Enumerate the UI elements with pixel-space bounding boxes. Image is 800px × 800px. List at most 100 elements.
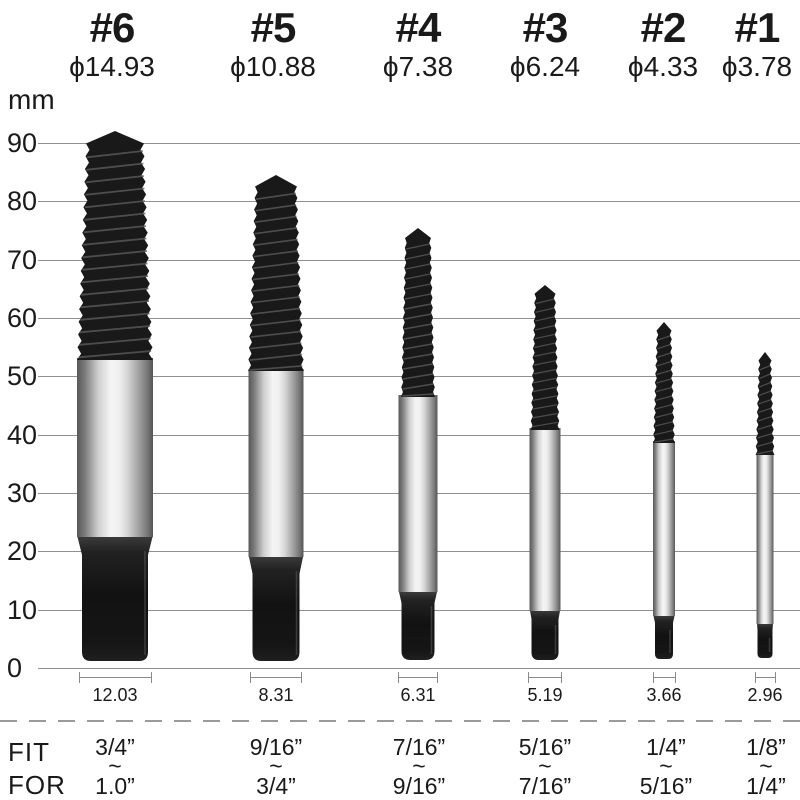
thread-ridge-highlight [254, 238, 298, 246]
fit-to-value: 1/4” [746, 773, 786, 799]
thread-ridge-highlight [534, 351, 556, 357]
thread-ridge-highlight [403, 353, 433, 360]
thread-ridge-highlight [82, 250, 148, 259]
thread-ridge-highlight [758, 407, 772, 413]
thread-ridge-highlight [532, 404, 558, 410]
fit-to-value: 7/16” [518, 773, 572, 799]
thread-ridge-highlight [403, 343, 433, 350]
fit-range-4: 7/16” ~ 9/16” [359, 735, 479, 798]
bit-shank [398, 395, 438, 592]
diameter-label: ϕ14.93 [69, 51, 155, 82]
axis-unit-label: mm [8, 84, 55, 115]
header-column-6: #6 ϕ14.93 [37, 6, 187, 82]
bit-shank [653, 441, 675, 616]
thread-ridge-highlight [759, 373, 771, 379]
thread-ridge-highlight [758, 382, 771, 388]
size-number-label: #3 [522, 4, 569, 51]
thread-ridge-highlight [249, 353, 302, 361]
fit-to-value: 5/16” [639, 773, 693, 799]
dashed-divider [0, 720, 800, 722]
measure-bracket-6 [79, 672, 152, 683]
gridline-80 [38, 201, 800, 202]
gridline-90 [38, 143, 800, 144]
thread-ridge-highlight [404, 303, 432, 310]
axis-tick-60: 60 [7, 303, 38, 333]
thread-ridge-highlight [404, 293, 432, 300]
thread-ridge-highlight [403, 363, 433, 370]
thread-ridge-highlight [402, 393, 434, 397]
for-row-label: FOR [8, 770, 66, 800]
thread-ridge-highlight [405, 273, 431, 280]
thread-ridge-highlight [81, 275, 149, 284]
diameter-label: ϕ3.78 [721, 51, 793, 82]
fit-range-5: 9/16” ~ 3/4” [216, 735, 336, 798]
axis-tick-50: 50 [7, 361, 38, 391]
thread-ridge-highlight [82, 262, 148, 271]
fit-range-2: 1/4” ~ 5/16” [606, 735, 726, 798]
thread-ridge-highlight [757, 416, 772, 422]
thread-ridge-highlight [404, 313, 432, 320]
fit-from-value: 7/16” [392, 734, 446, 760]
thread-ridge-highlight [251, 319, 301, 327]
thread-ridge-highlight [534, 333, 556, 340]
extractor-bit-5 [248, 175, 304, 661]
thread-ridge-highlight [535, 307, 555, 313]
thread-ridge-highlight [80, 300, 150, 309]
extractor-bit-3 [529, 285, 561, 660]
thread-ridge-highlight [534, 342, 556, 349]
size-number-label: #5 [250, 4, 297, 51]
measure-bracket-5 [250, 672, 302, 683]
bit-square-end [399, 592, 437, 660]
fit-row-label: FIT [8, 737, 50, 767]
thread-ridge-highlight [404, 323, 432, 330]
thread-ridge-highlight [86, 162, 144, 171]
thread-ridge-highlight [657, 335, 671, 341]
thread-ridge-highlight [532, 395, 558, 401]
bit-shank [248, 369, 304, 557]
thread-ridge-highlight [85, 175, 144, 184]
thread-ridge-highlight [405, 263, 431, 270]
diameter-label: ϕ10.88 [230, 51, 316, 82]
measure-bracket-1 [755, 672, 776, 683]
thread-ridge-highlight [535, 298, 555, 305]
diameter-label: ϕ4.33 [627, 51, 699, 82]
diameter-label: ϕ6.24 [509, 51, 581, 82]
thread-ridge-highlight [80, 312, 150, 321]
thread-ridge-highlight [757, 441, 773, 447]
thread-ridge-highlight [406, 243, 430, 250]
thread-ridge-highlight [759, 365, 771, 371]
measure-bracket-3 [528, 672, 562, 683]
shank-width-value: 8.31 [258, 685, 294, 705]
thread-ridge-highlight [655, 404, 673, 410]
header-column-3: #3 ϕ6.24 [470, 6, 620, 82]
thread-ridge-highlight [657, 343, 671, 350]
axis-tick-0: 0 [7, 653, 23, 683]
axis-tick-10: 10 [7, 595, 38, 625]
thread-ridge-highlight [656, 378, 672, 384]
shank-width-value: 12.03 [92, 685, 138, 705]
bit-thread [653, 322, 675, 443]
shank-width-value: 6.31 [400, 685, 436, 705]
bit-shank [529, 428, 561, 611]
fit-from-value: 1/8” [746, 734, 786, 760]
thread-ridge-highlight [533, 368, 557, 375]
bit-shank [756, 453, 774, 624]
bit-square-end [77, 537, 153, 661]
header-column-2: #2 ϕ4.33 [588, 6, 738, 82]
axis-tick-70: 70 [7, 245, 38, 275]
axis-tick-30: 30 [7, 478, 38, 508]
thread-ridge-highlight [84, 212, 146, 221]
thread-ridge-highlight [252, 296, 300, 304]
thread-ridge-highlight [79, 325, 151, 334]
header-column-4: #4 ϕ7.38 [343, 6, 493, 82]
thread-ridge-highlight [403, 333, 433, 340]
bit-thread [530, 285, 560, 430]
thread-ridge-highlight [402, 383, 434, 390]
fit-from-value: 9/16” [249, 734, 303, 760]
thread-ridge-highlight [657, 352, 671, 358]
thread-ridge-highlight [402, 373, 434, 380]
fit-tilde: ~ [759, 753, 773, 779]
thread-ridge-highlight [253, 261, 299, 269]
bit-thread [248, 175, 304, 371]
